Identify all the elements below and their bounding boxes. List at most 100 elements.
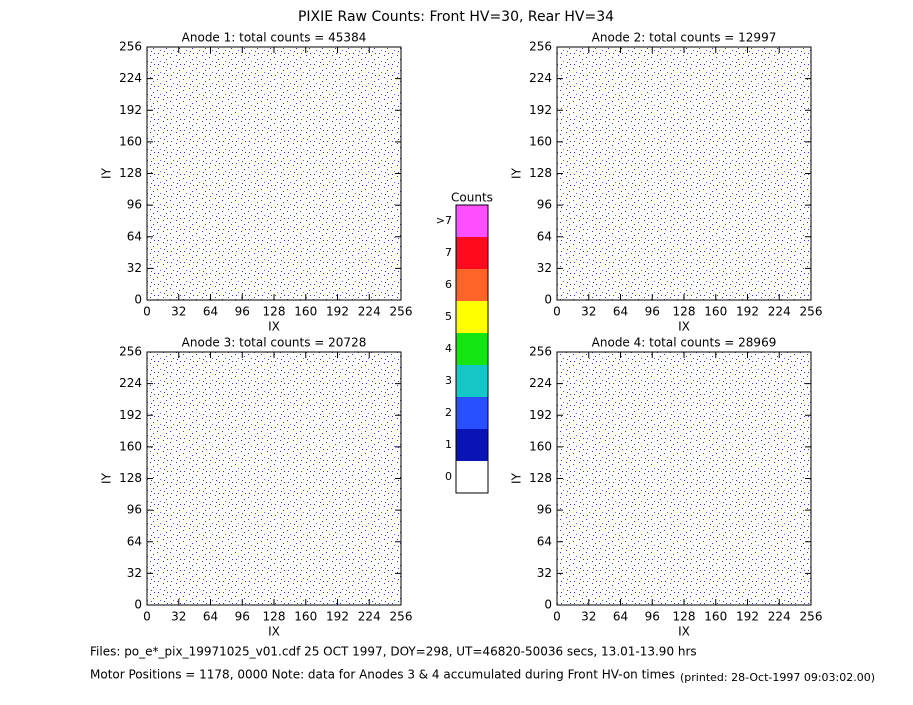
x-tick-label: 160 (704, 305, 727, 319)
y-axis-label: IY (510, 472, 524, 484)
x-axis-label: IX (268, 320, 280, 334)
y-tick-label: 96 (537, 503, 552, 517)
x-tick-label: 192 (326, 305, 349, 319)
y-tick-label: 32 (127, 261, 142, 275)
y-tick-label: 224 (529, 71, 552, 85)
colorbar-swatch (456, 365, 488, 397)
x-tick-label: 96 (235, 610, 250, 624)
x-tick-label: 160 (294, 305, 317, 319)
y-tick-label: 192 (529, 103, 552, 117)
y-tick-label: 96 (127, 503, 142, 517)
colorbar-label: >7 (436, 214, 452, 227)
colorbar-swatch (456, 205, 488, 237)
x-tick-label: 256 (800, 305, 823, 319)
y-tick-label: 256 (119, 345, 142, 359)
colorbar-label: 3 (445, 374, 452, 387)
x-tick-label: 96 (645, 610, 660, 624)
colorbar-label: 2 (445, 406, 452, 419)
colorbar-label: 1 (445, 438, 452, 451)
y-tick-label: 160 (529, 134, 552, 148)
panel-title: Anode 2: total counts = 12997 (592, 31, 777, 45)
y-tick-label: 128 (529, 166, 552, 180)
heatmap-field (557, 352, 811, 605)
x-tick-label: 192 (736, 305, 759, 319)
x-tick-label: 224 (768, 305, 791, 319)
y-tick-label: 192 (529, 408, 552, 422)
footer-motor: Motor Positions = 1178, 0000 Note: data … (90, 668, 675, 682)
x-tick-label: 256 (390, 305, 413, 319)
colorbar-swatch (456, 269, 488, 301)
x-tick-label: 32 (581, 305, 596, 319)
x-tick-label: 128 (673, 305, 696, 319)
x-tick-label: 96 (235, 305, 250, 319)
colorbar-swatch (456, 429, 488, 461)
y-tick-label: 64 (127, 229, 142, 243)
colorbar-title: Counts (451, 191, 493, 205)
x-tick-label: 64 (613, 610, 628, 624)
y-tick-label: 96 (537, 198, 552, 212)
y-tick-label: 256 (119, 40, 142, 54)
y-tick-label: 64 (127, 534, 142, 548)
colorbar-swatch (456, 397, 488, 429)
y-tick-label: 256 (529, 40, 552, 54)
x-tick-label: 160 (704, 610, 727, 624)
y-tick-label: 224 (529, 376, 552, 390)
y-tick-label: 0 (544, 293, 552, 307)
y-tick-label: 64 (537, 534, 552, 548)
x-tick-label: 256 (800, 610, 823, 624)
x-tick-label: 224 (358, 610, 381, 624)
y-tick-label: 64 (537, 229, 552, 243)
y-tick-label: 160 (119, 134, 142, 148)
y-tick-label: 192 (119, 408, 142, 422)
colorbar-label: 7 (445, 246, 452, 259)
y-tick-label: 0 (544, 598, 552, 612)
y-axis-label: IY (100, 472, 114, 484)
panel-title: Anode 3: total counts = 20728 (182, 336, 367, 350)
y-tick-label: 0 (134, 598, 142, 612)
x-tick-label: 0 (553, 610, 561, 624)
footer-printed: (printed: 28-Oct-1997 09:03:02.00) (680, 671, 875, 684)
x-tick-label: 32 (581, 610, 596, 624)
x-tick-label: 128 (263, 610, 286, 624)
colorbar-swatch (456, 237, 488, 269)
footer-files: Files: po_e*_pix_19971025_v01.cdf 25 OCT… (90, 645, 697, 659)
colorbar-label: 4 (445, 342, 452, 355)
colorbar-frame (455, 204, 489, 494)
x-tick-label: 224 (768, 610, 791, 624)
colorbar-swatch (456, 301, 488, 333)
x-axis-label: IX (678, 625, 690, 639)
y-tick-label: 128 (119, 166, 142, 180)
y-tick-label: 32 (537, 261, 552, 275)
y-tick-label: 160 (119, 439, 142, 453)
x-tick-label: 64 (613, 305, 628, 319)
colorbar-label: 6 (445, 278, 452, 291)
x-tick-label: 128 (673, 610, 696, 624)
x-tick-label: 192 (736, 610, 759, 624)
x-tick-label: 256 (390, 610, 413, 624)
x-tick-label: 192 (326, 610, 349, 624)
colorbar-swatch (456, 333, 488, 365)
heatmap-field (147, 47, 401, 300)
x-tick-label: 160 (294, 610, 317, 624)
x-tick-label: 96 (645, 305, 660, 319)
y-axis-label: IY (510, 167, 524, 179)
y-axis-label: IY (100, 167, 114, 179)
y-tick-label: 128 (119, 471, 142, 485)
y-tick-label: 0 (134, 293, 142, 307)
y-tick-label: 96 (127, 198, 142, 212)
figure-title: PIXIE Raw Counts: Front HV=30, Rear HV=3… (298, 9, 614, 25)
x-tick-label: 32 (171, 305, 186, 319)
y-tick-label: 128 (529, 471, 552, 485)
x-tick-label: 0 (143, 610, 151, 624)
y-tick-label: 32 (537, 566, 552, 580)
x-tick-label: 64 (203, 305, 218, 319)
colorbar-swatch (456, 461, 488, 493)
panel-title: Anode 1: total counts = 45384 (182, 31, 367, 45)
y-tick-label: 160 (529, 439, 552, 453)
x-tick-label: 0 (553, 305, 561, 319)
heatmap-field (557, 47, 811, 300)
x-tick-label: 64 (203, 610, 218, 624)
x-tick-label: 224 (358, 305, 381, 319)
heatmap-field (147, 352, 401, 605)
